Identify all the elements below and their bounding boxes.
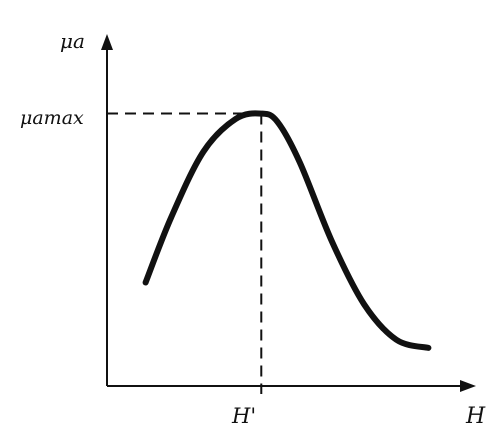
- x-axis-arrow: [460, 380, 476, 392]
- series-line: [142, 110, 432, 351]
- peak-y-label: μamax: [20, 107, 84, 129]
- x-axis-label: H: [465, 404, 486, 429]
- peak-x-label: H': [231, 404, 256, 428]
- y-axis-label: μa: [60, 29, 85, 53]
- y-axis-arrow: [101, 34, 113, 50]
